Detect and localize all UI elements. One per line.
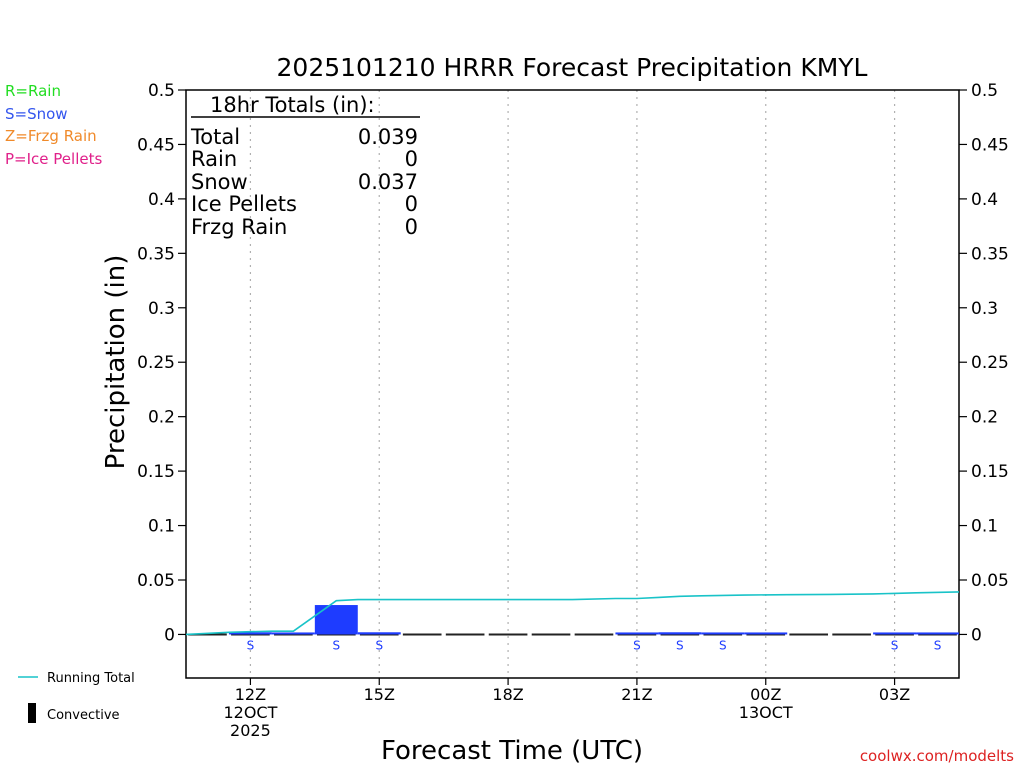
xtick-label: 21Z — [621, 685, 652, 704]
ytick-right-label: 0.1 — [971, 517, 998, 537]
ptype-label-22: S — [676, 638, 684, 652]
bar-hour-22 — [658, 632, 702, 635]
ytick-right-label: 0.35 — [971, 244, 1009, 264]
ytick-right-label: 0.45 — [971, 135, 1009, 155]
totals-value-ice: 0 — [405, 192, 418, 216]
ytick-left-label: 0.05 — [137, 571, 175, 591]
bar-hour-21 — [615, 632, 659, 635]
running-total-line — [185, 591, 960, 636]
legend-snow: S=Snow — [5, 105, 68, 123]
convective-swatch — [28, 703, 36, 723]
ptype-label-12: S — [247, 638, 255, 652]
legend-rain: R=Rain — [5, 82, 61, 100]
ytick-left-label: 0.45 — [137, 135, 175, 155]
ytick-right-label: 0.05 — [971, 571, 1009, 591]
ytick-right-label: 0.15 — [971, 462, 1009, 482]
totals-label-ice: Ice Pellets — [191, 192, 297, 216]
ytick-left-label: 0.5 — [148, 81, 175, 101]
bar-hour-28 — [916, 632, 959, 635]
totals-label-total: Total — [190, 125, 240, 149]
xtick-label: 13OCT — [739, 703, 793, 722]
ytick-left-label: 0.15 — [137, 462, 175, 482]
bar-hour-15 — [357, 632, 401, 635]
bar-hour-13 — [271, 632, 315, 635]
ptype-label-21: S — [633, 638, 641, 652]
ytick-right-label: 0.2 — [971, 408, 998, 428]
ytick-right-label: 0.5 — [971, 81, 998, 101]
ytick-right-label: 0.4 — [971, 190, 998, 210]
series-legend: Running Total Convective — [18, 671, 135, 723]
totals-label-snow: Snow — [191, 170, 248, 194]
ytick-left-label: 0.3 — [148, 299, 175, 319]
running-total-series — [185, 591, 960, 636]
totals-header: 18hr Totals (in): — [210, 93, 375, 117]
ytick-left-label: 0.35 — [137, 244, 175, 264]
bar-hour-23 — [701, 632, 745, 635]
running-total-label: Running Total — [47, 671, 135, 686]
ytick-left-label: 0.25 — [137, 353, 175, 373]
ptype-label-27: S — [891, 638, 899, 652]
ytick-left-label: 0 — [164, 625, 175, 645]
totals-value-frzg: 0 — [405, 215, 418, 239]
totals-value-rain: 0 — [405, 147, 418, 171]
totals-label-rain: Rain — [191, 147, 237, 171]
ptype-label-23: S — [719, 638, 727, 652]
ytick-right-label: 0 — [971, 625, 982, 645]
grid-lines — [249, 90, 896, 678]
totals-box: 18hr Totals (in): Total 0.039 Rain 0 Sno… — [190, 93, 420, 239]
bar-hour-14 — [314, 605, 358, 635]
legend-frzg-rain: Z=Frzg Rain — [5, 127, 97, 145]
chart-title: 2025101210 HRRR Forecast Precipitation K… — [277, 53, 868, 82]
legend-ice-pellets: P=Ice Pellets — [5, 150, 102, 168]
x-axis-label: Forecast Time (UTC) — [381, 736, 643, 766]
ytick-left-label: 0.4 — [148, 190, 175, 210]
ytick-right-label: 0.3 — [971, 299, 998, 319]
xtick-label: 00Z — [750, 685, 781, 704]
ptype-legend: R=Rain S=Snow Z=Frzg Rain P=Ice Pellets — [5, 82, 102, 168]
xtick-label: 12Z — [235, 685, 266, 704]
bar-hour-27 — [873, 632, 917, 635]
bar-hour-24 — [744, 632, 788, 635]
xtick-label: 2025 — [230, 721, 271, 740]
y-axis-left: 0 0.05 0.1 0.15 0.2 0.25 0.3 0.35 0.4 0.45 0.5 — [137, 81, 186, 645]
ytick-left-label: 0.1 — [148, 517, 175, 537]
y-axis-right: 0 0.05 0.1 0.15 0.2 0.25 0.3 0.35 0.4 0.45 0.5 — [959, 81, 1009, 645]
ptype-label-15: S — [375, 638, 383, 652]
totals-value-snow: 0.037 — [358, 170, 418, 194]
bar-hour-12 — [228, 632, 272, 635]
y-axis-label: Precipitation (in) — [101, 255, 131, 470]
xtick-label: 18Z — [492, 685, 523, 704]
xtick-label: 15Z — [364, 685, 395, 704]
totals-value-total: 0.039 — [358, 125, 418, 149]
xtick-label: 12OCT — [223, 703, 277, 722]
credit-text: coolwx.com/modelts — [860, 747, 1014, 765]
ptype-label-28: S — [934, 638, 942, 652]
ytick-right-label: 0.25 — [971, 353, 1009, 373]
xtick-label: 03Z — [879, 685, 910, 704]
convective-label: Convective — [47, 708, 120, 723]
plot-frame — [185, 89, 960, 679]
totals-label-frzg: Frzg Rain — [191, 215, 287, 239]
ptype-label-14: S — [332, 638, 340, 652]
hourly-bars — [228, 605, 959, 635]
ytick-left-label: 0.2 — [148, 408, 175, 428]
